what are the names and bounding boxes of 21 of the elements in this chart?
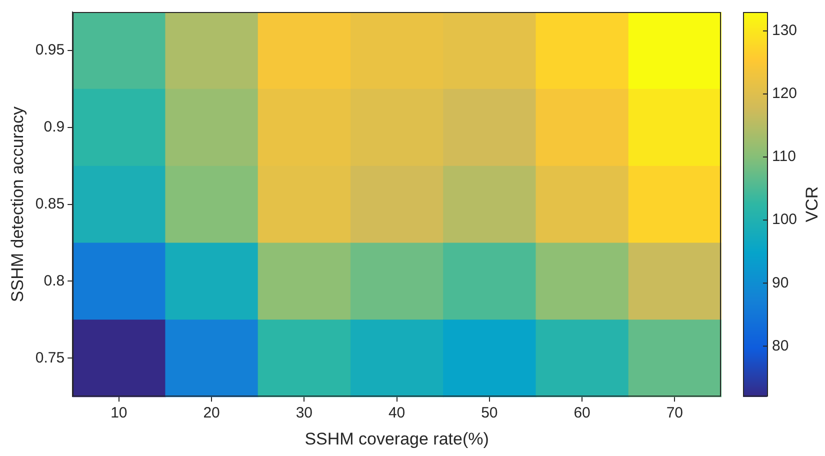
color-bar-label: 110 [772, 148, 796, 166]
color-bar-label: 130 [772, 22, 798, 40]
x-tick-label: 40 [388, 404, 406, 422]
y-tick-label: 0.8 [44, 272, 65, 290]
x-tick-label: 20 [203, 404, 220, 422]
color-bar-label: 90 [772, 274, 789, 292]
y-tick-label: 0.95 [35, 42, 65, 59]
y-axis-title: SSHM detection accuracy [8, 106, 27, 302]
x-tick-label: 30 [296, 404, 313, 422]
x-tick-label: 70 [666, 404, 684, 422]
color-bar-title: VCR [802, 186, 822, 222]
color-bar-label: 100 [772, 211, 798, 228]
y-tick-label: 0.75 [35, 349, 65, 366]
color-bar-label: 80 [772, 337, 789, 354]
y-tick-label: 0.9 [44, 118, 65, 136]
x-tick-label: 10 [110, 404, 128, 422]
x-tick-label: 60 [574, 404, 590, 422]
y-tick-label: 0.85 [35, 195, 65, 212]
x-tick-label: 50 [481, 404, 498, 422]
x-axis-title: SSHM coverage rate(%) [304, 429, 489, 448]
color-bar-label: 120 [772, 85, 798, 102]
